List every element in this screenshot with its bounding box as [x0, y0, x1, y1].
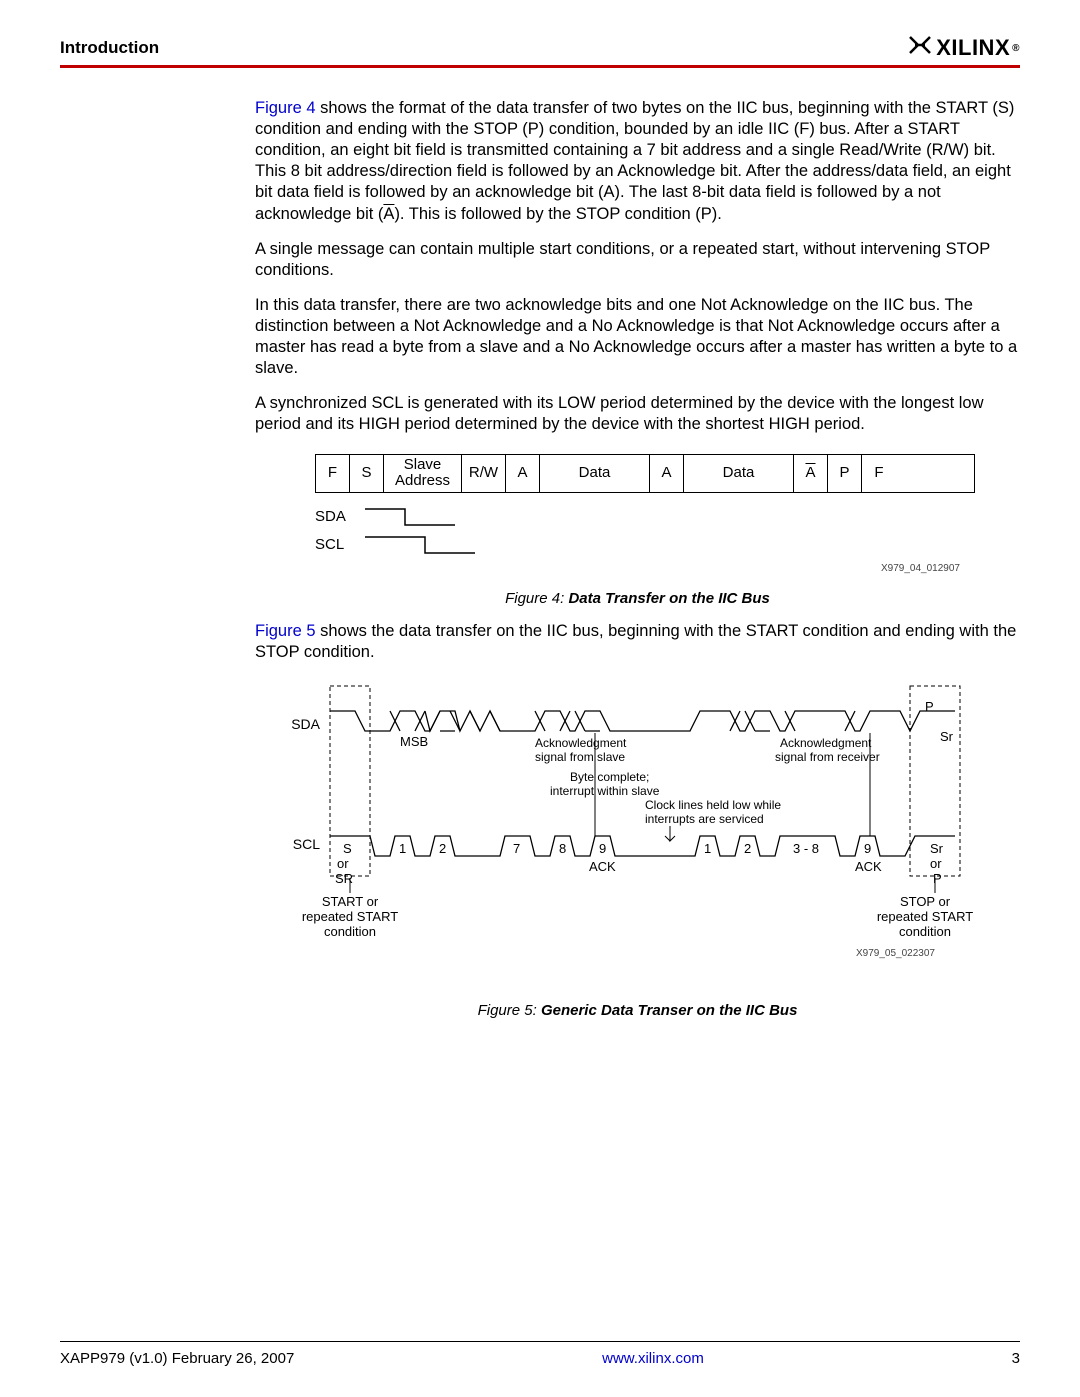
- fig4-sda-signal: SDA: [315, 507, 1020, 527]
- fig5-timing-diagram: SDA MSB Acknowledgment signal from slave…: [275, 681, 995, 981]
- fig4-cell-f: F: [316, 455, 350, 492]
- logo-text: XILINX: [936, 35, 1010, 61]
- figure5-link[interactable]: Figure 5: [255, 622, 316, 640]
- page-header: Introduction XILINX ®: [60, 35, 1020, 68]
- fig5-ack1: ACK: [589, 859, 616, 874]
- fig4-cell-f2: F: [862, 455, 896, 492]
- fig5-ack-slave-l2: signal from slave: [535, 750, 625, 764]
- fig5-n2b: 2: [744, 841, 751, 856]
- fig5-n2: 2: [439, 841, 446, 856]
- footer-doc-id: XAPP979 (v1.0) February 26, 2007: [60, 1350, 294, 1367]
- fig5-start-l3: condition: [324, 924, 376, 939]
- page-footer: XAPP979 (v1.0) February 26, 2007 www.xil…: [60, 1341, 1020, 1367]
- fig4-scl-signal: SCL: [315, 535, 1020, 555]
- fig4-cell-s: S: [350, 455, 384, 492]
- figure-5: SDA MSB Acknowledgment signal from slave…: [255, 681, 1020, 1020]
- fig5-stop-l3: condition: [899, 924, 951, 939]
- footer-page-number: 3: [1012, 1350, 1020, 1367]
- fig5-sr-or-p-1: Sr: [930, 841, 944, 856]
- paragraph-3: In this data transfer, there are two ack…: [255, 295, 1020, 379]
- logo-mark-icon: [908, 35, 932, 61]
- paragraph-4: A synchronized SCL is generated with its…: [255, 393, 1020, 435]
- fig5-s-or-sr-1: S: [343, 841, 352, 856]
- fig5-ack-slave-l1: Acknowledgment: [535, 736, 627, 750]
- figure-4: F S Slave Address R/W A Data A Data A P …: [255, 454, 1020, 609]
- fig4-caption: Figure 4: Data Transfer on the IIC Bus: [255, 589, 1020, 608]
- fig5-n9b: 9: [864, 841, 871, 856]
- fig5-sda-label: SDA: [291, 716, 320, 732]
- fig5-p-label: P: [925, 699, 934, 714]
- fig5-byte-l1: Byte complete;: [570, 770, 649, 784]
- fig5-start-l1: START or: [322, 894, 379, 909]
- fig5-clock-l2: interrupts are serviced: [645, 812, 764, 826]
- main-content: Figure 4 shows the format of the data tr…: [255, 98, 1020, 1020]
- fig4-cell-data1: Data: [540, 455, 650, 492]
- fig5-id: X979_05_022307: [856, 948, 935, 959]
- fig5-n1b: 1: [704, 841, 711, 856]
- section-title: Introduction: [60, 38, 159, 58]
- fig5-sr-or-p-2: or: [930, 856, 942, 871]
- fig5-msb: MSB: [400, 734, 428, 749]
- fig4-cell-data2: Data: [684, 455, 794, 492]
- fig4-cell-a2: A: [650, 455, 684, 492]
- footer-url[interactable]: www.xilinx.com: [602, 1350, 704, 1367]
- logo-registered: ®: [1012, 43, 1020, 54]
- fig4-frame-row: F S Slave Address R/W A Data A Data A P …: [315, 454, 975, 493]
- fig5-ack2: ACK: [855, 859, 882, 874]
- fig4-cell-p: P: [828, 455, 862, 492]
- fig5-n9: 9: [599, 841, 606, 856]
- fig5-n7: 7: [513, 841, 520, 856]
- fig5-stop-l2: repeated START: [877, 909, 973, 924]
- fig5-n8: 8: [559, 841, 566, 856]
- fig4-cell-rw: R/W: [462, 455, 506, 492]
- paragraph-2: A single message can contain multiple st…: [255, 239, 1020, 281]
- xilinx-logo: XILINX ®: [908, 35, 1020, 61]
- fig4-cell-slave: Slave Address: [384, 455, 462, 492]
- fig5-byte-l2: interrupt within slave: [550, 784, 660, 798]
- figure4-link[interactable]: Figure 4: [255, 99, 316, 117]
- fig4-cell-a1: A: [506, 455, 540, 492]
- fig5-s-or-sr-2: or: [337, 856, 349, 871]
- fig5-scl-label: SCL: [293, 836, 320, 852]
- paragraph-5: Figure 5 shows the data transfer on the …: [255, 621, 1020, 663]
- fig5-n1: 1: [399, 841, 406, 856]
- fig5-ack-recv-l2: signal from receiver: [775, 750, 880, 764]
- fig5-clock-l1: Clock lines held low while: [645, 798, 781, 812]
- fig5-sr-or-p-3: P: [933, 871, 942, 886]
- fig5-ack-recv-l1: Acknowledgment: [780, 736, 872, 750]
- fig5-start-l2: repeated START: [302, 909, 398, 924]
- fig4-cell-abar: A: [794, 455, 828, 492]
- fig5-caption: Figure 5: Generic Data Transer on the II…: [255, 1001, 1020, 1020]
- fig5-n38: 3 - 8: [793, 841, 819, 856]
- fig5-stop-l1: STOP or: [900, 894, 951, 909]
- fig4-id: X979_04_012907: [255, 563, 1020, 576]
- paragraph-1: Figure 4 shows the format of the data tr…: [255, 98, 1020, 225]
- fig5-sr-label: Sr: [940, 729, 954, 744]
